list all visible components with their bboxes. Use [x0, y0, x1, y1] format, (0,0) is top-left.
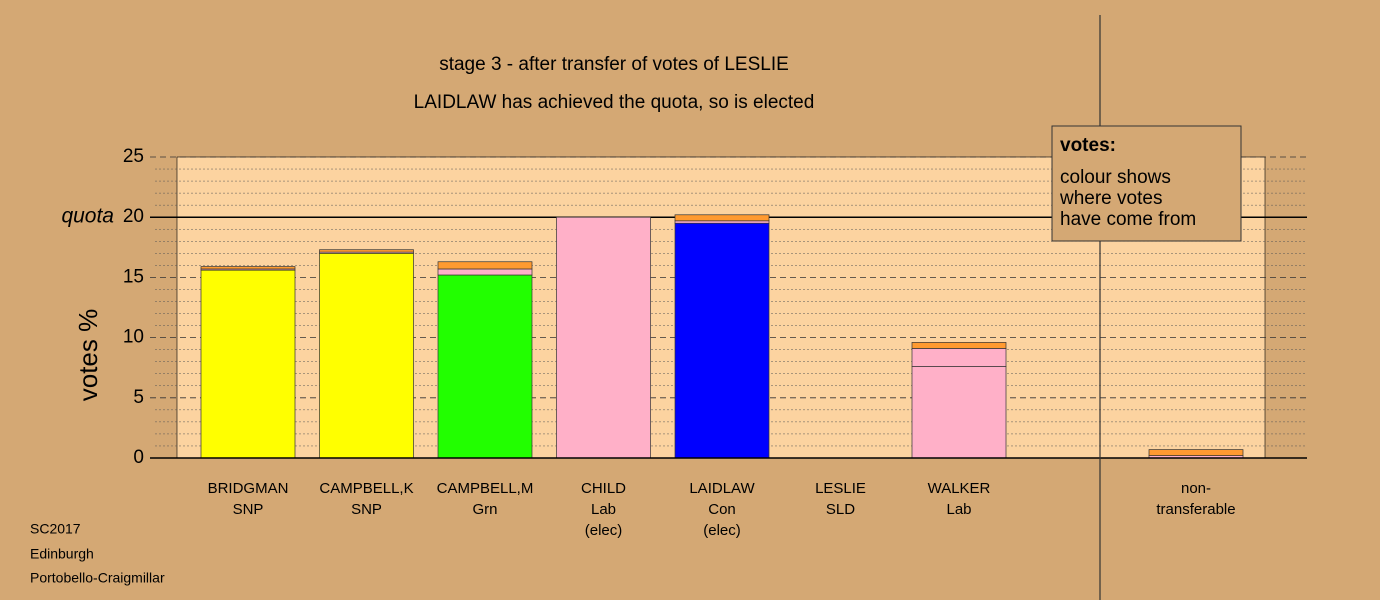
chart-title: stage 3 - after transfer of votes of LES… [439, 54, 789, 75]
footer: Edinburgh [30, 546, 94, 562]
y-tick-label: 10 [123, 327, 144, 348]
bar-segment [437, 261, 533, 270]
marks: 0 5 10 15 20 25 quota BRIDGMAN SNP CAMPBELL,K SNP C… [61, 146, 1307, 539]
x-tick-label: CAMPBELL,K [319, 480, 413, 497]
x-tick-label: BRIDGMAN [208, 480, 289, 497]
quota-label: quota [61, 205, 114, 228]
y-tick-label: 20 [123, 206, 144, 227]
bar-segment [1148, 449, 1244, 456]
x-tick-label: CHILD [581, 480, 626, 497]
y-tick-label: 25 [123, 146, 144, 167]
x-tick-label: WALKER [928, 480, 991, 497]
bar-segment [556, 216, 651, 459]
legend-text: have come from [1060, 209, 1196, 230]
legend-text: where votes [1059, 188, 1162, 209]
bar-segment [674, 220, 770, 224]
bar-segment [200, 269, 296, 459]
x-tick-label: Grn [472, 501, 497, 518]
x-tick-label: transferable [1156, 501, 1235, 518]
bar-segment [674, 214, 770, 222]
x-tick-label: (elec) [703, 522, 741, 539]
x-tick-label: SNP [233, 501, 264, 518]
y-tick-label: 5 [133, 387, 144, 408]
y-tick-label: 0 [133, 447, 144, 468]
bar-segment [319, 252, 414, 459]
bar-segment [911, 348, 1007, 367]
x-tick-label: LESLIE [815, 480, 866, 497]
x-tick-label: (elec) [585, 522, 623, 539]
bar-segment [200, 266, 296, 270]
x-tick-label: SLD [826, 501, 855, 518]
y-tick-label: 15 [123, 266, 144, 287]
x-tick-label: Lab [946, 501, 971, 518]
bar-segment [437, 268, 533, 276]
x-tick-label: LAIDLAW [689, 480, 755, 497]
bar-segment [319, 249, 414, 253]
footer: SC2017 [30, 521, 81, 537]
x-tick-label: Lab [591, 501, 616, 518]
legend-title: votes: [1060, 135, 1116, 156]
x-tick-label: Con [708, 501, 736, 518]
bar-segment [437, 274, 533, 459]
x-tick-label: CAMPBELL,M [437, 480, 534, 497]
y-axis-label: votes % [73, 309, 103, 402]
bar-segment [674, 222, 770, 459]
legend-box [1051, 125, 1242, 242]
legend-text: colour shows [1060, 167, 1171, 188]
chart-subtitle: LAIDLAW has achieved the quota, so is el… [414, 92, 815, 113]
bar-segment [911, 366, 1007, 459]
x-tick-label: non- [1181, 480, 1211, 497]
x-tick-label: SNP [351, 501, 382, 518]
footer: Portobello-Craigmillar [30, 570, 165, 586]
bar-segment [911, 342, 1007, 349]
